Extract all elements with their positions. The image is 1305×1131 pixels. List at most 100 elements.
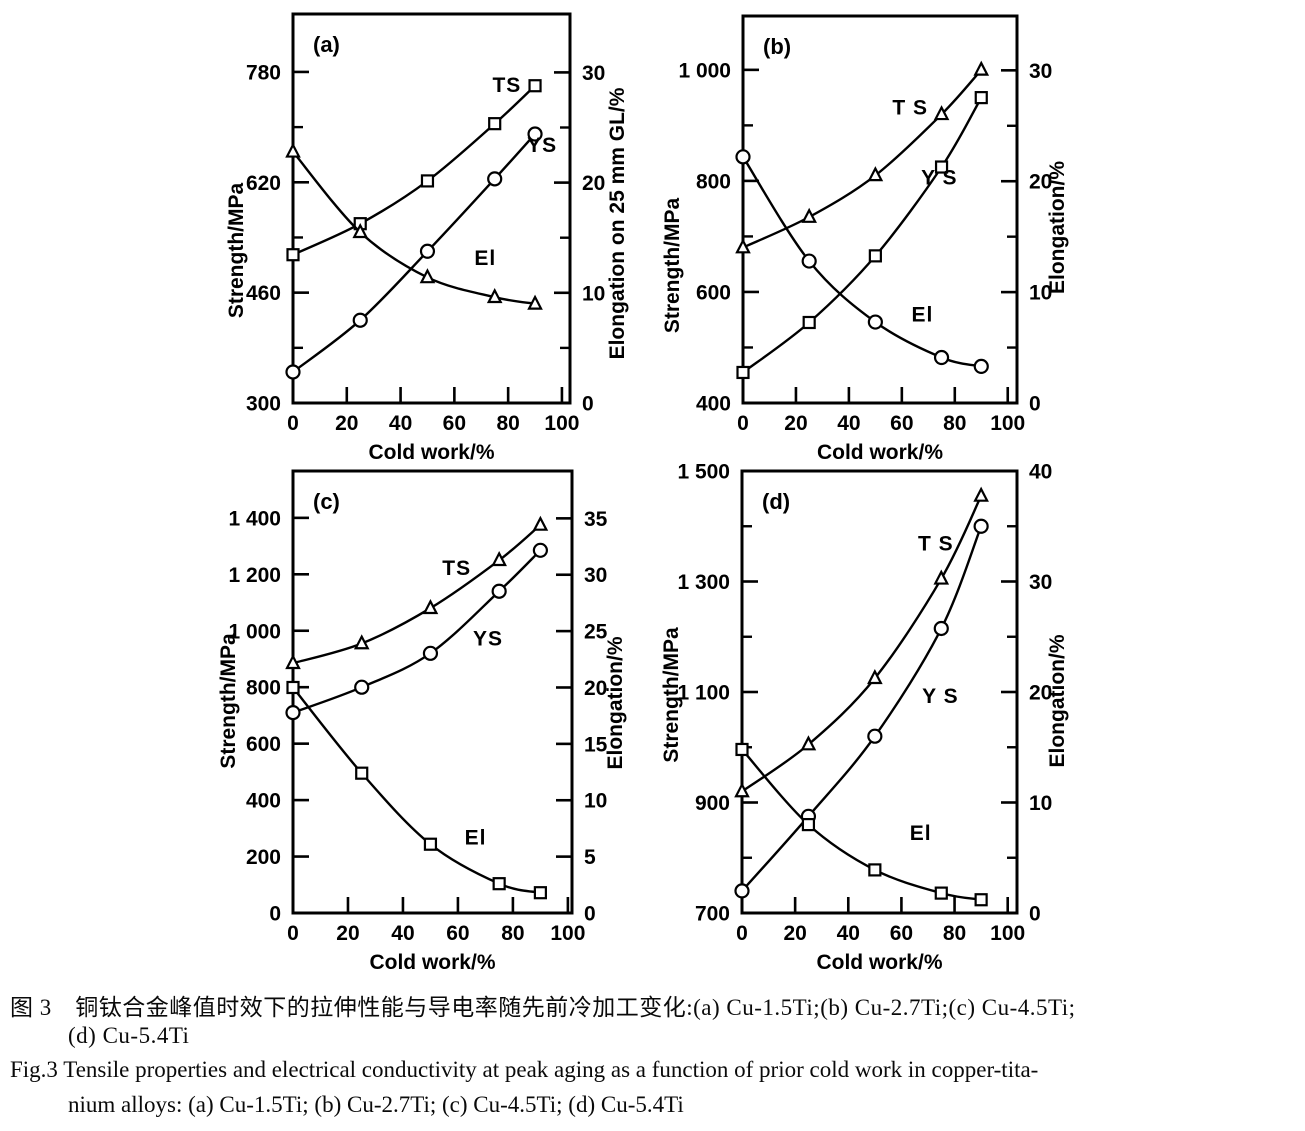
right-axis-title: Elongation/%: [1046, 634, 1069, 767]
ts-marker: [867, 166, 884, 182]
left-tick-label: 460: [246, 282, 281, 305]
el-marker: [735, 742, 749, 757]
el-marker: [867, 314, 883, 330]
ys-marker: [532, 542, 548, 558]
left-tick-label: 200: [246, 846, 281, 869]
ts-marker: [735, 238, 751, 254]
left-tick-label: 620: [246, 172, 281, 195]
left-tick-label: 800: [696, 170, 731, 193]
left-axis-title: Strength/MPa: [217, 633, 240, 769]
el-marker: [286, 680, 300, 695]
el-curve: [741, 156, 982, 368]
x-tick-label: 0: [287, 412, 299, 435]
right-tick-label: 10: [584, 790, 607, 813]
ys-curve: [292, 133, 536, 373]
el-marker: [933, 349, 950, 366]
ys-marker: [487, 171, 503, 187]
ys-curve-label: YS: [473, 628, 503, 651]
x-tick-label: 60: [890, 412, 913, 435]
right-tick-label: 0: [582, 393, 594, 416]
ys-marker: [736, 365, 750, 380]
right-axis-title: Elongation on 25 mm GL/%: [606, 87, 629, 359]
right-tick-label: 15: [584, 733, 608, 756]
x-tick-label: 80: [496, 412, 519, 435]
ts-marker: [933, 105, 950, 121]
ys-curve-label: Y S: [921, 166, 957, 189]
x-tick-label: 40: [389, 412, 412, 435]
right-tick-label: 25: [584, 621, 608, 644]
ys-curve: [742, 97, 983, 374]
left-tick-label: 0: [269, 903, 281, 926]
left-axis-title: Strength/MPa: [660, 627, 683, 763]
el-curve: [741, 748, 982, 901]
ys-marker: [285, 705, 301, 721]
left-tick-label: 700: [695, 903, 730, 926]
left-tick-label: 600: [696, 281, 731, 304]
el-marker: [352, 222, 369, 239]
ys-marker: [285, 364, 301, 380]
x-axis-title: Cold work/%: [368, 441, 494, 464]
ys-marker: [422, 645, 439, 661]
left-tick-label: 1 000: [228, 620, 281, 643]
ys-curve-label: Y S: [922, 685, 958, 708]
ys-marker: [354, 679, 370, 695]
ys-marker: [419, 243, 436, 259]
el-marker: [492, 877, 506, 891]
right-axis-title: Elongation/%: [1046, 161, 1069, 294]
left-tick-label: 780: [246, 61, 281, 84]
ys-curve-label: YS: [527, 134, 557, 157]
plot-box: [741, 14, 1019, 405]
left-tick-label: 300: [246, 393, 281, 416]
right-axis-title: Elongation/%: [604, 636, 627, 769]
right-tick-label: 0: [1029, 393, 1041, 416]
el-marker: [419, 268, 436, 284]
right-tick-label: 0: [1029, 903, 1041, 926]
el-curve: [292, 150, 536, 305]
ts-marker: [285, 654, 301, 670]
panel-letter-a: (a): [313, 32, 340, 57]
ys-marker: [734, 883, 750, 899]
right-tick-label: 30: [1029, 60, 1052, 83]
right-tick-label: 20: [1029, 682, 1052, 705]
el-marker: [934, 886, 948, 900]
ts-marker: [488, 117, 502, 131]
ts-marker: [532, 515, 549, 531]
el-curve-label: El: [912, 304, 934, 327]
ys-marker: [802, 315, 816, 330]
ys-marker: [352, 312, 368, 328]
left-tick-label: 400: [696, 393, 731, 416]
el-marker: [801, 253, 817, 269]
el-marker: [423, 837, 438, 851]
x-tick-label: 100: [990, 412, 1025, 435]
el-marker: [974, 893, 988, 907]
left-tick-label: 400: [246, 790, 281, 813]
ts-marker: [491, 550, 507, 567]
ys-marker: [973, 518, 989, 534]
x-tick-label: 60: [890, 922, 913, 945]
right-tick-label: 10: [582, 282, 605, 305]
panel-letter-c: (c): [313, 489, 340, 514]
x-tick-label: 100: [544, 412, 579, 435]
caption-en-line1: Fig.3 Tensile properties and electrical …: [10, 1057, 1039, 1082]
el-curve-label: El: [910, 822, 932, 845]
x-axis-title: Cold work/%: [816, 951, 942, 974]
x-tick-label: 40: [837, 922, 860, 945]
x-tick-label: 60: [443, 412, 466, 435]
el-marker: [486, 288, 503, 304]
right-tick-label: 20: [584, 677, 607, 700]
ys-curve: [292, 549, 542, 714]
ts-curve-label: TS: [442, 557, 471, 580]
x-tick-label: 0: [737, 412, 749, 435]
caption-zh-line1: 图 3 铜钛合金峰值时效下的拉伸性能与导电率随先前冷加工变化:(a) Cu-1.…: [10, 995, 1076, 1020]
el-marker: [973, 358, 989, 375]
x-axis-title: Cold work/%: [817, 441, 943, 464]
el-marker: [735, 149, 751, 165]
ts-curve-label: TS: [492, 74, 521, 97]
left-tick-label: 1 000: [678, 59, 731, 82]
left-axis-title: Strength/MPa: [661, 198, 684, 334]
x-tick-label: 100: [550, 922, 585, 945]
x-tick-label: 0: [736, 922, 748, 945]
el-marker: [801, 817, 816, 832]
ys-marker: [868, 249, 882, 263]
